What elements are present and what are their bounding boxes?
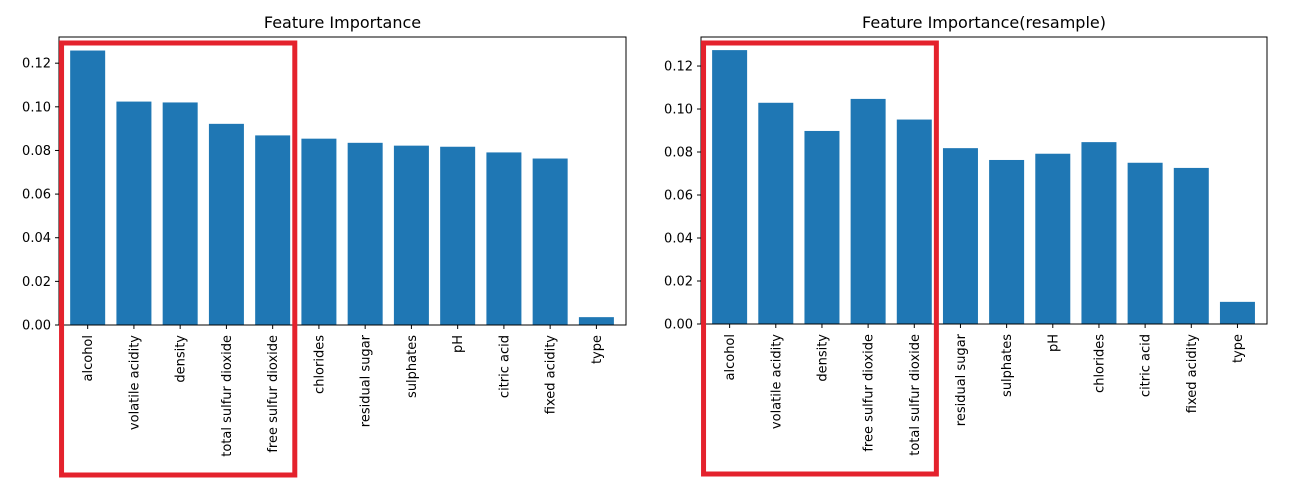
- y-tick-label: 0.08: [664, 146, 693, 161]
- x-tick-label-alcohol: alcohol: [723, 334, 738, 380]
- y-tick-label: 0.00: [22, 319, 51, 334]
- bar-residual-sugar: [347, 142, 383, 325]
- x-tick-label-volatile-acidity: volatile acidity: [769, 334, 784, 429]
- x-tick-label-total-sulfur-dioxide: total sulfur dioxide: [908, 334, 923, 456]
- bar-density: [162, 102, 198, 325]
- x-tick-label-citric-acid: citric acid: [497, 335, 512, 398]
- bar-type: [578, 317, 614, 325]
- x-tick-label-sulphates: sulphates: [1000, 334, 1015, 397]
- bar-free-sulfur-dioxide: [255, 135, 291, 325]
- x-tick-label-total-sulfur-dioxide: total sulfur dioxide: [220, 335, 235, 457]
- y-tick-label: 0.06: [22, 188, 51, 203]
- y-tick-label: 0.04: [664, 232, 693, 247]
- y-tick-label: 0.10: [22, 100, 51, 115]
- bar-density: [804, 130, 840, 324]
- bar-volatile-acidity: [116, 101, 152, 325]
- x-tick-label-free-sulfur-dioxide: free sulfur dioxide: [266, 335, 281, 453]
- y-tick-label: 0.02: [664, 275, 693, 290]
- axes-frame: [700, 36, 1268, 325]
- bar-ph: [1035, 153, 1071, 324]
- bar-chlorides: [301, 138, 337, 325]
- chart-feature-importance: Feature Importance 0.00 0.02 0.04 0.06 0.08 0.…: [22, 13, 627, 478]
- x-tick-label-free-sulfur-dioxide: free sulfur dioxide: [862, 334, 877, 452]
- bar-total-sulfur-dioxide: [208, 123, 244, 325]
- bar-residual-sugar: [942, 148, 978, 324]
- x-tick-label-fixed-acidity: fixed acidity: [544, 335, 559, 415]
- y-tick-label: 0.12: [22, 57, 51, 72]
- x-tick-label-volatile-acidity: volatile acidity: [127, 335, 142, 430]
- bar-fixed-acidity: [532, 158, 568, 325]
- x-tick-label-chlorides: chlorides: [1092, 334, 1107, 393]
- y-tick-label: 0.04: [22, 231, 51, 246]
- bar-alcohol: [712, 50, 748, 325]
- bar-free-sulfur-dioxide: [850, 98, 886, 324]
- x-tick-label-density: density: [815, 334, 830, 382]
- bar-citric-acid: [1127, 162, 1163, 324]
- bar-total-sulfur-dioxide: [896, 119, 932, 324]
- bar-citric-acid: [486, 152, 522, 325]
- chart-title: Feature Importance(resample): [862, 13, 1106, 32]
- chart-title: Feature Importance: [264, 13, 421, 32]
- y-tick-label: 0.08: [22, 144, 51, 159]
- x-tick-label-fixed-acidity: fixed acidity: [1185, 334, 1200, 414]
- axes-frame: [58, 36, 627, 326]
- bar-volatile-acidity: [758, 102, 794, 324]
- bar-chlorides: [1081, 142, 1117, 324]
- bar-type: [1219, 301, 1255, 324]
- x-tick-label-citric-acid: citric acid: [1139, 334, 1154, 397]
- bar-sulphates: [393, 145, 429, 325]
- x-tick-label-type: type: [590, 335, 605, 364]
- x-tick-label-density: density: [174, 335, 189, 383]
- x-tick-label-chlorides: chlorides: [312, 335, 327, 394]
- bar-ph: [440, 146, 476, 325]
- x-tick-label-ph: pH: [451, 335, 466, 353]
- y-tick-label: 0.10: [664, 103, 693, 118]
- y-tick-label: 0.00: [664, 318, 693, 333]
- y-tick-label: 0.02: [22, 275, 51, 290]
- bar-alcohol: [70, 50, 106, 325]
- x-tick-label-residual-sugar: residual sugar: [954, 333, 969, 426]
- x-tick-label-alcohol: alcohol: [81, 335, 96, 381]
- highlight-box: [701, 40, 939, 477]
- y-tick-label: 0.06: [664, 189, 693, 204]
- bar-fixed-acidity: [1173, 167, 1209, 324]
- x-tick-label-ph: pH: [1046, 334, 1061, 352]
- chart-feature-importance-resample: Feature Importance(resample) 0.00 0.02 0.04…: [664, 13, 1268, 477]
- bar-sulphates: [989, 159, 1025, 324]
- x-tick-label-residual-sugar: residual sugar: [359, 334, 374, 427]
- highlight-box: [59, 40, 298, 478]
- x-tick-label-sulphates: sulphates: [405, 335, 420, 398]
- y-tick-label: 0.12: [664, 60, 693, 75]
- x-tick-label-type: type: [1231, 334, 1246, 363]
